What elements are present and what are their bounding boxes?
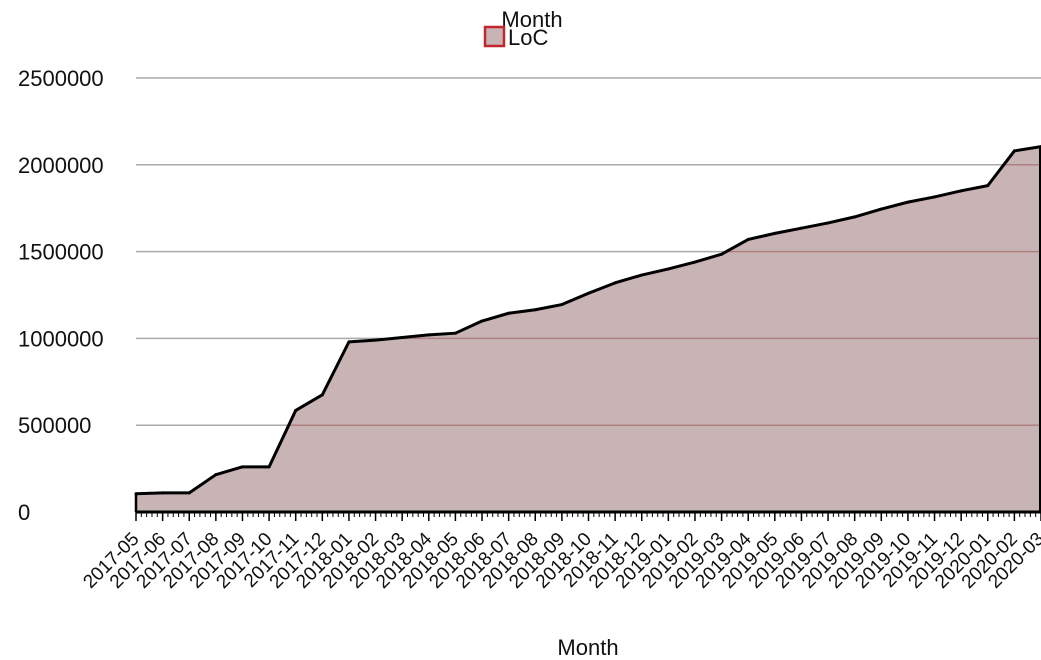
y-axis: 0 500000 1000000 1500000 2000000 2500000 — [18, 66, 104, 525]
data-point — [613, 281, 617, 285]
legend-swatch-loc — [483, 25, 506, 48]
legend[interactable]: LoC — [483, 25, 548, 50]
data-point — [853, 215, 857, 219]
data-point — [906, 200, 910, 204]
data-point — [773, 231, 777, 235]
data-point — [799, 226, 803, 230]
data-point — [1012, 149, 1016, 153]
data-point — [320, 393, 324, 397]
chart-title: Month — [501, 7, 562, 32]
series-loc — [136, 146, 1041, 512]
data-point — [400, 336, 404, 340]
data-point — [959, 189, 963, 193]
data-point — [587, 291, 590, 295]
data-point — [374, 338, 378, 342]
data-point — [480, 319, 484, 323]
data-point — [507, 311, 511, 315]
data-point — [746, 237, 750, 241]
data-point — [214, 473, 218, 477]
data-point — [826, 221, 830, 225]
y-tick-label: 0 — [18, 500, 30, 525]
y-tick-label: 500000 — [18, 413, 91, 438]
y-tick-label: 2000000 — [18, 153, 104, 178]
data-point — [720, 252, 724, 256]
data-point — [134, 492, 138, 496]
legend-label-loc: LoC — [508, 25, 548, 50]
data-point — [294, 408, 298, 412]
data-point — [986, 184, 990, 188]
area-fill-loc — [136, 146, 1041, 512]
data-point — [666, 267, 670, 271]
data-point — [240, 465, 244, 469]
data-point — [533, 308, 537, 312]
data-point — [453, 331, 457, 335]
y-tick-label: 2500000 — [18, 66, 104, 91]
data-point — [161, 491, 165, 495]
x-axis: 2017-052017-062017-072017-082017-092017-… — [79, 510, 1041, 593]
data-point — [267, 465, 271, 469]
data-point — [347, 340, 351, 344]
data-point — [640, 273, 644, 277]
data-point — [879, 207, 883, 211]
x-axis-label: Month — [557, 635, 618, 660]
data-point — [427, 333, 431, 337]
x-minor-ticks — [135, 512, 1041, 517]
data-point — [693, 260, 697, 264]
y-tick-label: 1000000 — [18, 326, 104, 351]
data-point — [560, 303, 564, 307]
data-point — [187, 491, 191, 495]
y-tick-label: 1500000 — [18, 240, 104, 265]
data-point — [933, 195, 937, 199]
series-points-loc — [134, 145, 1041, 496]
